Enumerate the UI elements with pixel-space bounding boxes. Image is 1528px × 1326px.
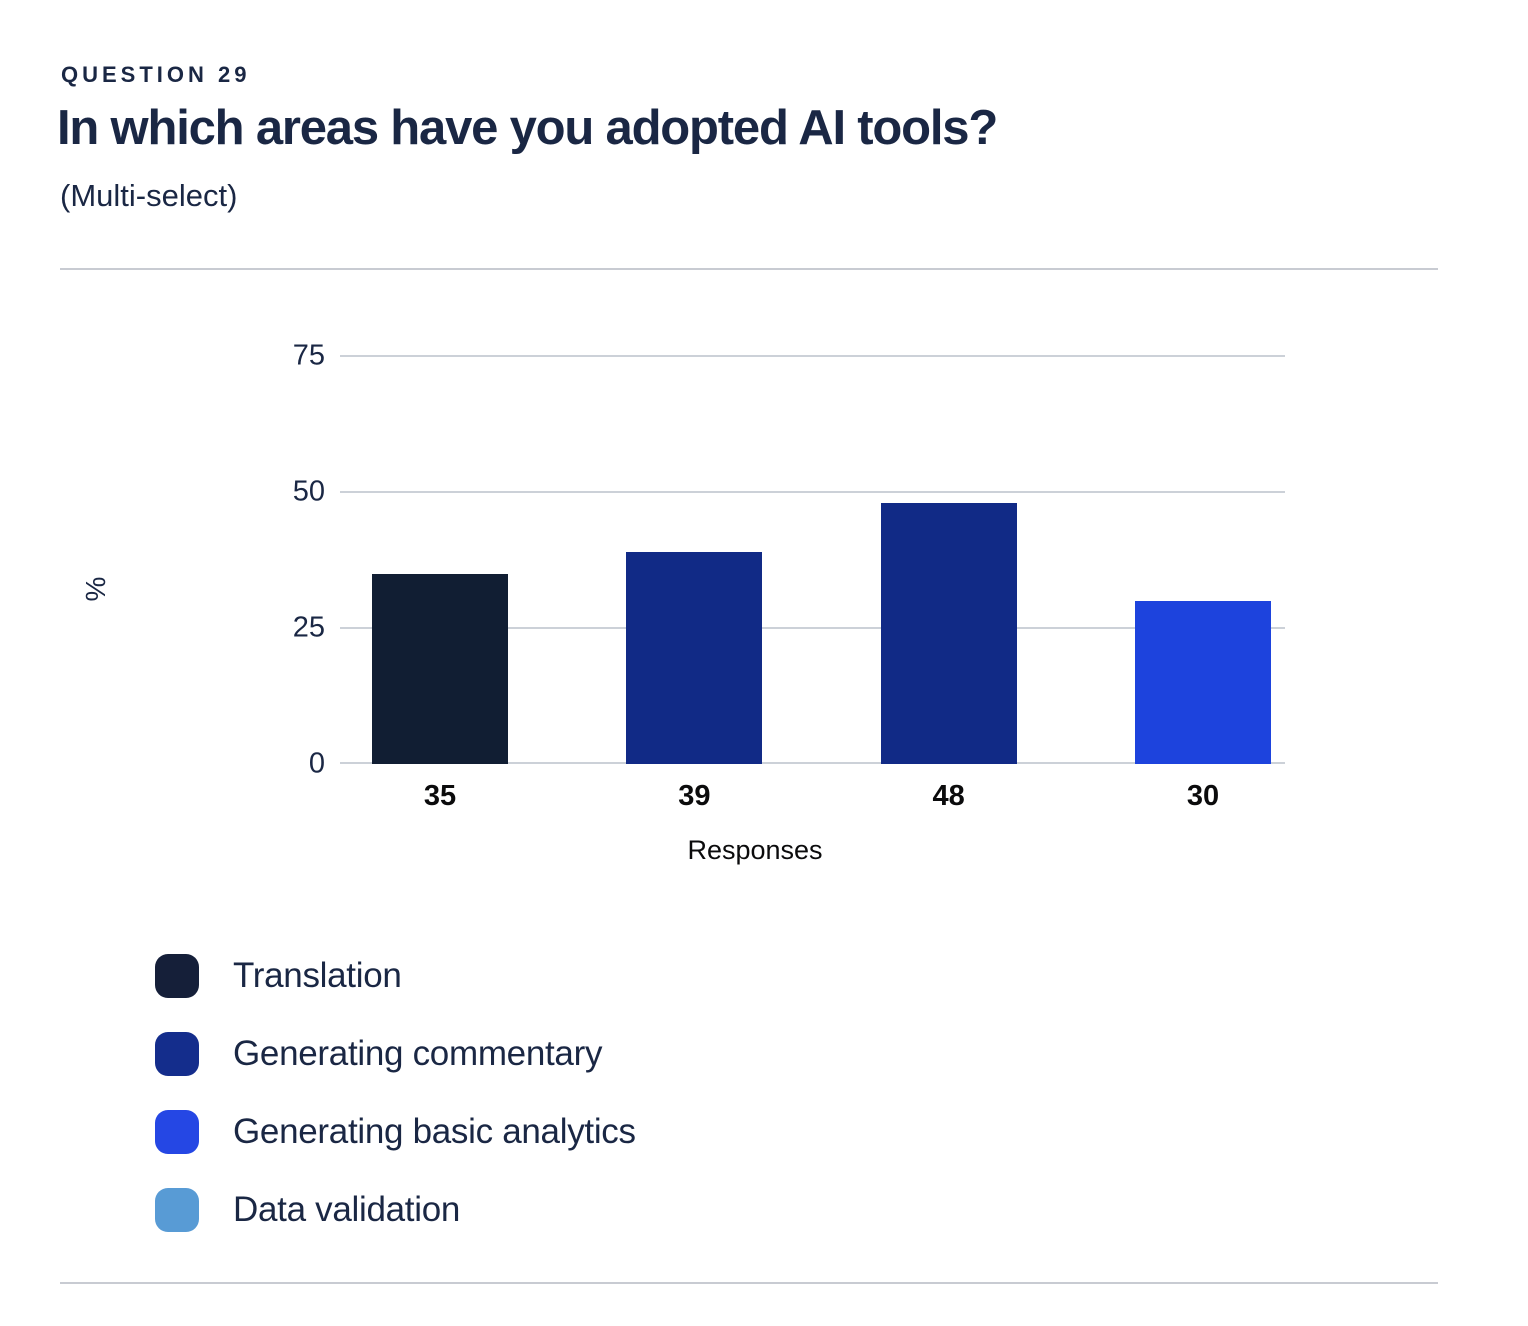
- y-tick-label: 75: [292, 339, 325, 372]
- legend-item: Data validation: [155, 1187, 636, 1232]
- y-tick-mark: [340, 355, 358, 357]
- y-tick-label: 25: [292, 611, 325, 644]
- x-tick-label: 39: [678, 780, 711, 812]
- bar: [372, 573, 508, 764]
- legend-item: Generating commentary: [155, 1031, 636, 1076]
- x-axis-title: Responses: [687, 835, 823, 865]
- bottom-divider: [60, 1282, 1438, 1284]
- legend-swatch: [155, 1031, 199, 1076]
- x-tick-label: 30: [1186, 780, 1220, 812]
- plot-area: 0 25 50 75 35 39 48 30: [293, 340, 1285, 812]
- legend-label: Generating basic analytics: [233, 1111, 636, 1151]
- question-number-label: QUESTION 29: [61, 62, 251, 87]
- legend-item: Translation: [155, 953, 636, 998]
- bar-chart-figure: 0 25 50 75 35 39 48 30 % Responses: [80, 300, 1285, 878]
- legend-swatch: [155, 1187, 199, 1232]
- legend-label: Translation: [233, 955, 402, 995]
- x-tick-label: 48: [932, 780, 965, 812]
- y-tick-mark: [340, 627, 358, 629]
- y-axis-title: %: [80, 576, 111, 602]
- legend-label: Generating commentary: [233, 1033, 603, 1073]
- gridline: [358, 355, 1285, 357]
- gridline: [358, 491, 1285, 493]
- top-divider: [60, 268, 1438, 270]
- x-axis-line: [358, 762, 1285, 764]
- page-title: In which areas have you adopted AI tools…: [57, 101, 998, 155]
- legend-label: Data validation: [233, 1189, 461, 1229]
- legend-item: Generating basic analytics: [155, 1109, 636, 1154]
- x-tick-label: 35: [423, 780, 457, 812]
- chart-legend: Translation Generating commentary Generati…: [155, 953, 636, 1232]
- y-tick-label: 0: [308, 747, 325, 780]
- bar: [880, 502, 1017, 764]
- y-tick-label: 50: [292, 475, 325, 508]
- bar: [1135, 600, 1271, 764]
- bar: [626, 551, 763, 764]
- legend-swatch: [155, 953, 199, 998]
- y-tick-mark: [340, 491, 358, 493]
- legend-swatch: [155, 1109, 199, 1154]
- gridline: [358, 627, 1285, 629]
- y-tick-mark: [340, 762, 358, 764]
- question-type-label: (Multi-select): [60, 178, 238, 213]
